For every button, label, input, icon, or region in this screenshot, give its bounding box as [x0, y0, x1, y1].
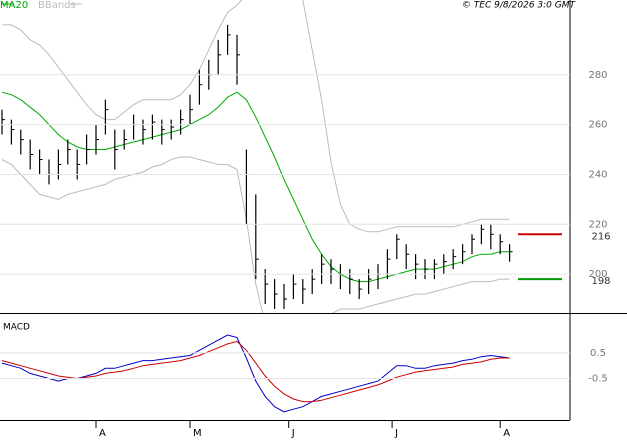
panel-title: MACD	[3, 323, 30, 333]
bollinger-band	[2, 0, 510, 233]
macd-line	[1, 334, 510, 413]
y-tick-label: 0.5	[590, 348, 606, 359]
macd-panel	[1, 334, 510, 413]
level-label: 216	[591, 231, 610, 242]
legend-label: BBands	[38, 0, 76, 11]
credit: © TEC 9/8/2026 3:0 GMT	[462, 1, 577, 11]
x-tick-label: J	[394, 428, 398, 439]
y-tick-label: 260	[588, 120, 607, 131]
price-panel	[1, 0, 513, 313]
x-tick-label: M	[193, 428, 202, 439]
y-tick-label: 280	[588, 70, 607, 81]
y-tick-label: 200	[588, 269, 607, 280]
x-tick-label: J	[291, 428, 295, 439]
bollinger-band	[1, 156, 510, 313]
y-tick-label: -0.5	[588, 374, 608, 385]
legend-label: MA20	[0, 0, 28, 11]
y-tick-label: 220	[588, 219, 607, 230]
macd-line	[1, 340, 510, 403]
x-tick-label: A	[99, 428, 106, 439]
y-tick-label: 240	[588, 169, 607, 180]
level-label: 198	[591, 276, 610, 287]
x-tick-label: A	[503, 428, 510, 439]
